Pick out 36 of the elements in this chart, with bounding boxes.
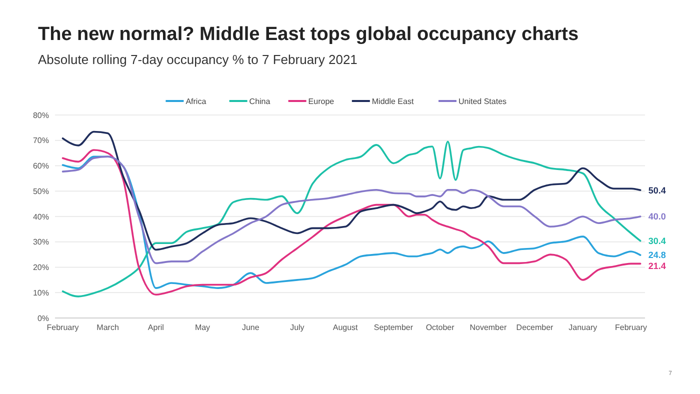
legend-label: China	[249, 96, 271, 106]
y-tick-label: 70%	[32, 136, 49, 146]
x-tick-label: December	[516, 323, 554, 332]
y-tick-label: 0%	[37, 314, 49, 323]
legend-label: Europe	[308, 96, 335, 106]
x-tick-label: June	[242, 323, 260, 332]
y-tick-label: 40%	[32, 212, 49, 222]
data-label: 50.4	[648, 185, 666, 196]
line-series	[62, 130, 642, 251]
chart-subtitle: Absolute rolling 7-day occupancy % to 7 February 2021	[38, 52, 358, 67]
x-tick-label: August	[332, 323, 359, 332]
y-tick-label: 10%	[32, 288, 49, 298]
legend-label: Africa	[186, 96, 207, 106]
x-tick-label: February	[46, 323, 79, 332]
data-label: 21.4	[648, 261, 666, 272]
legend-label: United States	[458, 96, 507, 106]
y-tick-label: 50%	[32, 186, 49, 196]
y-tick-label: 30%	[32, 238, 49, 247]
legend-label: Middle East	[372, 96, 414, 106]
y-tick-label: 80%	[32, 110, 49, 120]
y-tick-label: 60%	[32, 162, 49, 171]
x-tick-label: March	[96, 323, 119, 332]
x-tick-label: April	[148, 323, 164, 332]
data-label: 30.4	[648, 236, 666, 246]
x-tick-label: May	[194, 323, 210, 332]
chart-title: The new normal? Middle East tops global occupancy charts	[38, 24, 579, 45]
line-series	[62, 156, 642, 264]
data-label: 40.0	[648, 212, 666, 222]
x-tick-label: July	[290, 323, 304, 332]
x-tick-label: October	[426, 323, 455, 332]
x-tick-label: February	[615, 323, 648, 332]
x-tick-label: November	[470, 323, 507, 332]
x-tick-label: January	[568, 323, 598, 332]
y-tick-label: 20%	[32, 263, 49, 272]
x-tick-label: September	[374, 323, 414, 332]
data-label: 24.8	[648, 250, 666, 260]
